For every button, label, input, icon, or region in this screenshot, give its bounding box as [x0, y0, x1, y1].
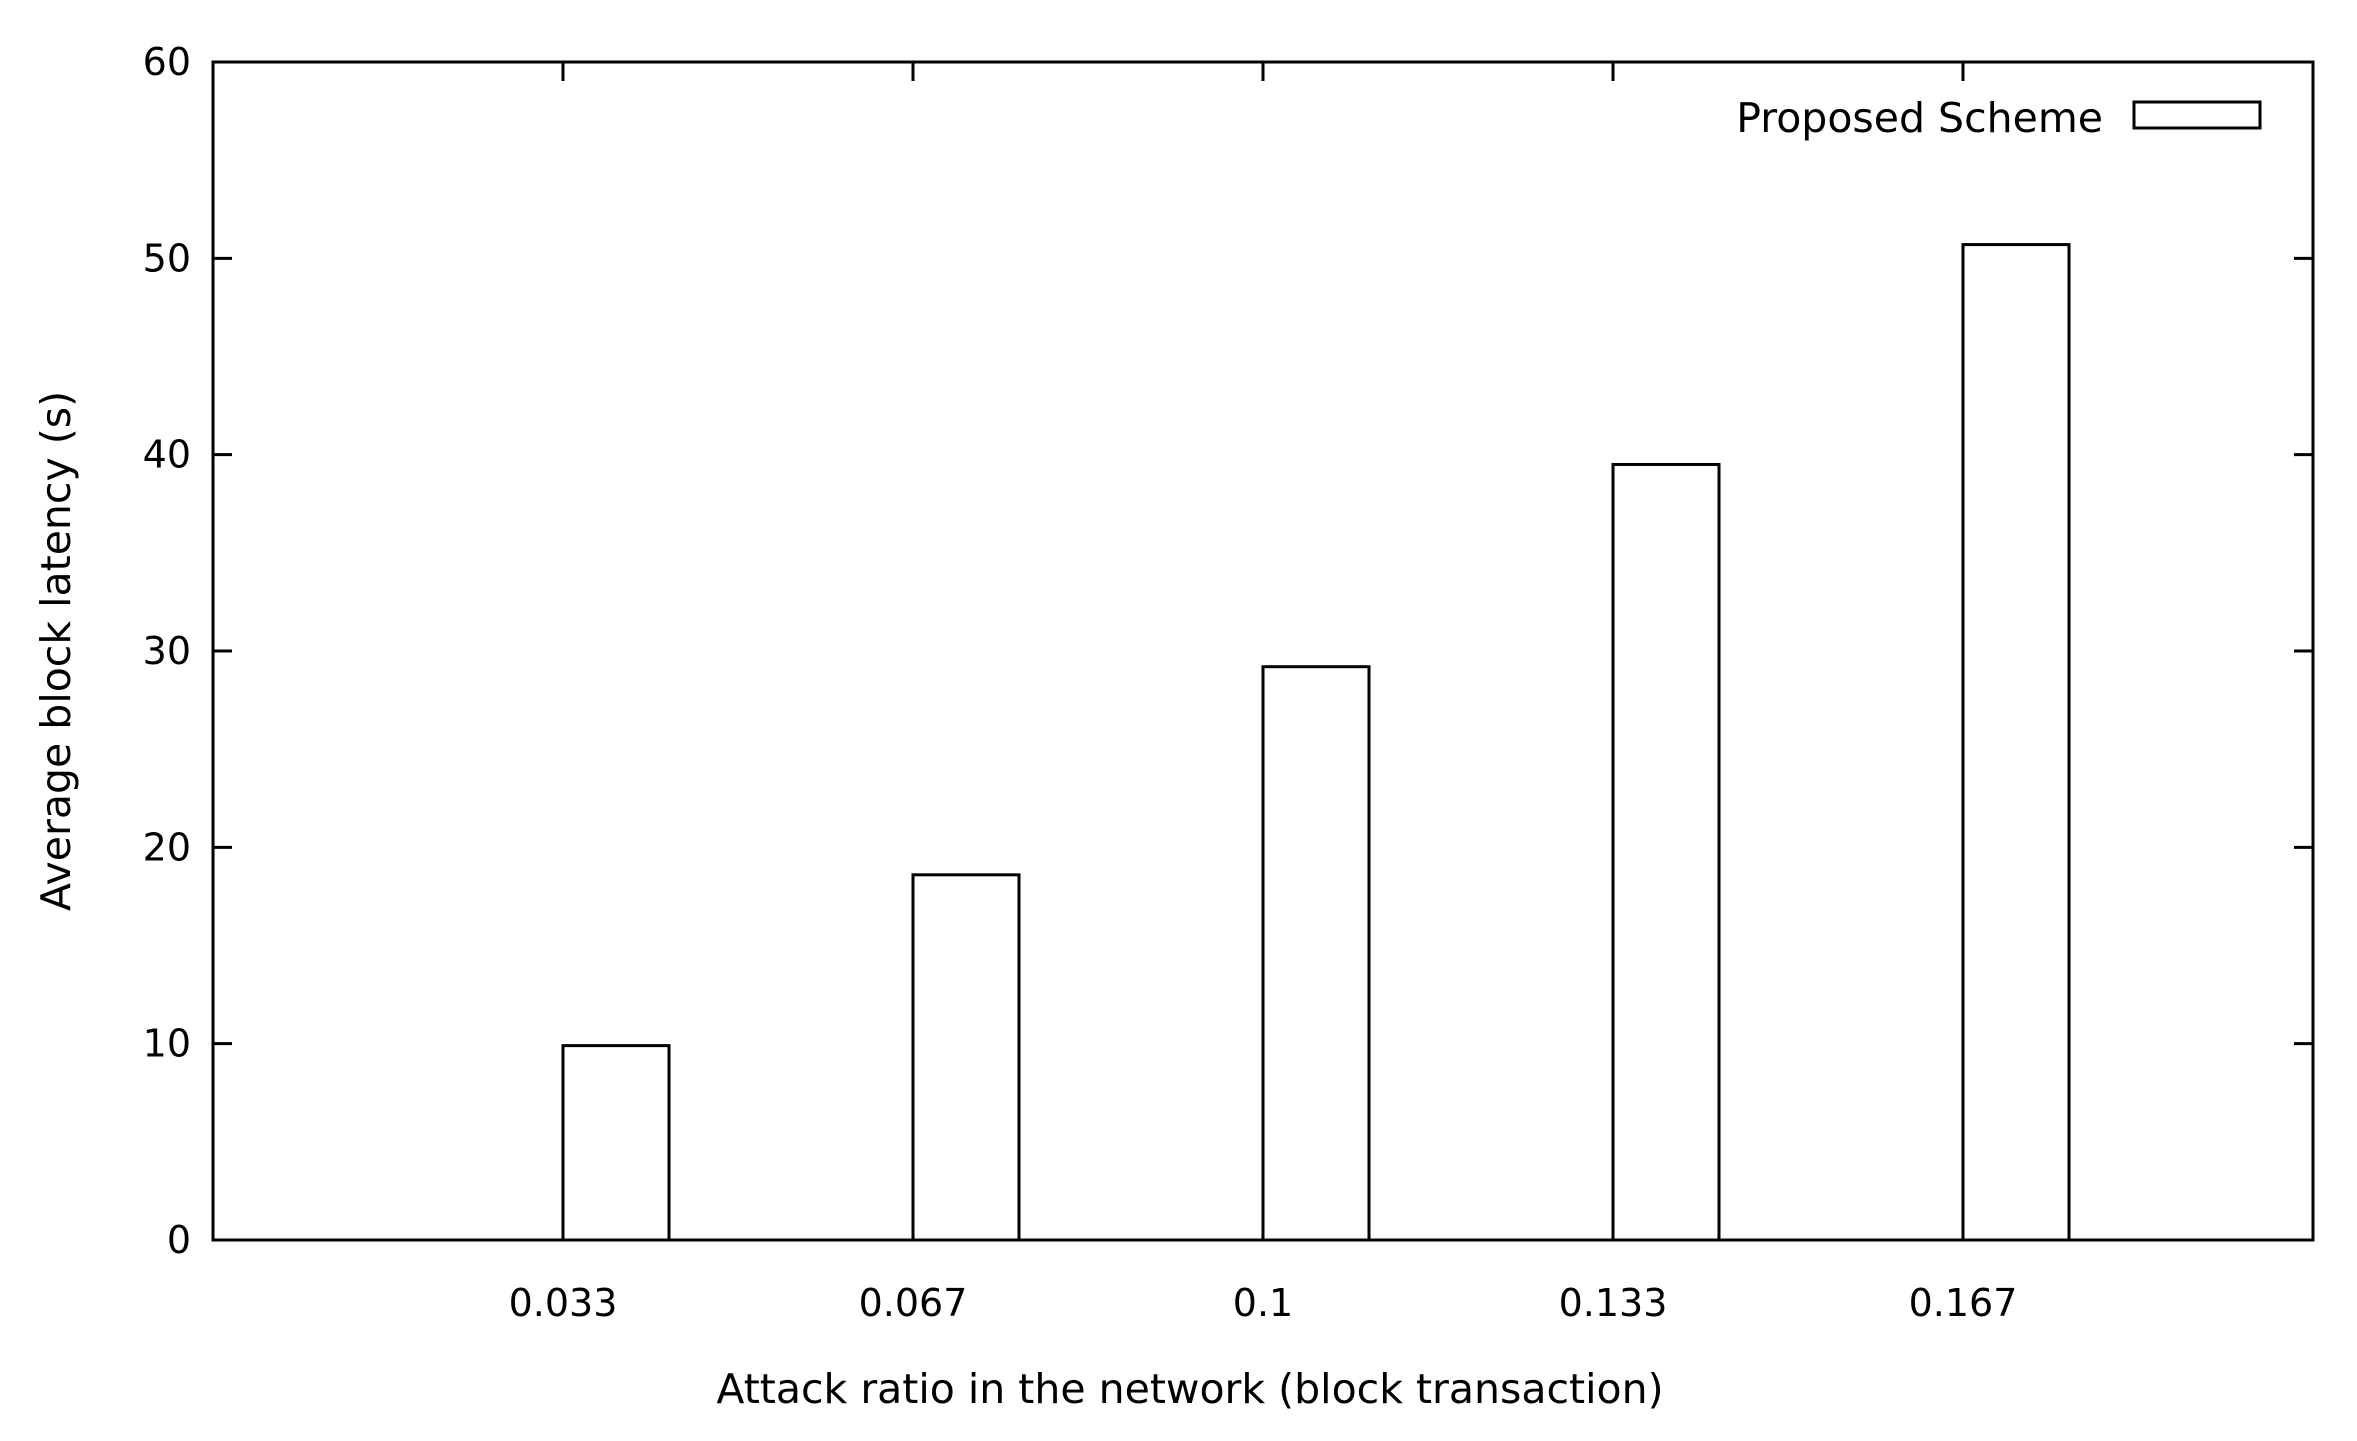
- y-tick-label: 20: [143, 825, 191, 869]
- bars: [561, 243, 2071, 1242]
- x-tick-label: 0.133: [1559, 1281, 1668, 1325]
- x-tick-label: 0.033: [509, 1281, 618, 1325]
- legend: Proposed Scheme: [1736, 94, 2262, 142]
- y-tick-label: 60: [143, 40, 191, 84]
- bar: [561, 1044, 671, 1242]
- bar: [1611, 462, 1721, 1242]
- bar: [1261, 665, 1371, 1242]
- y-tick-label: 10: [143, 1022, 191, 1066]
- y-axis-title: Average block latency (s): [32, 391, 80, 911]
- legend-label: Proposed Scheme: [1736, 94, 2103, 142]
- y-tick-label: 50: [143, 236, 191, 280]
- y-tick-label: 0: [167, 1218, 191, 1262]
- y-tick-labels: 0 10 20 30 40 50 60: [143, 40, 191, 1262]
- bar: [1961, 243, 2071, 1242]
- legend-swatch: [2132, 100, 2262, 130]
- x-tick-label: 0.067: [859, 1281, 968, 1325]
- bar: [911, 873, 1021, 1242]
- x-tick-label: 0.1: [1233, 1281, 1293, 1325]
- x-tick-labels: 0.033 0.067 0.1 0.133 0.167: [509, 1281, 2018, 1325]
- plot-frame: [211, 60, 2315, 1242]
- y-tick-label: 40: [143, 433, 191, 477]
- x-tick-label: 0.167: [1909, 1281, 2018, 1325]
- x-axis-title: Attack ratio in the network (block trans…: [716, 1365, 1663, 1413]
- y-tick-label: 30: [143, 629, 191, 673]
